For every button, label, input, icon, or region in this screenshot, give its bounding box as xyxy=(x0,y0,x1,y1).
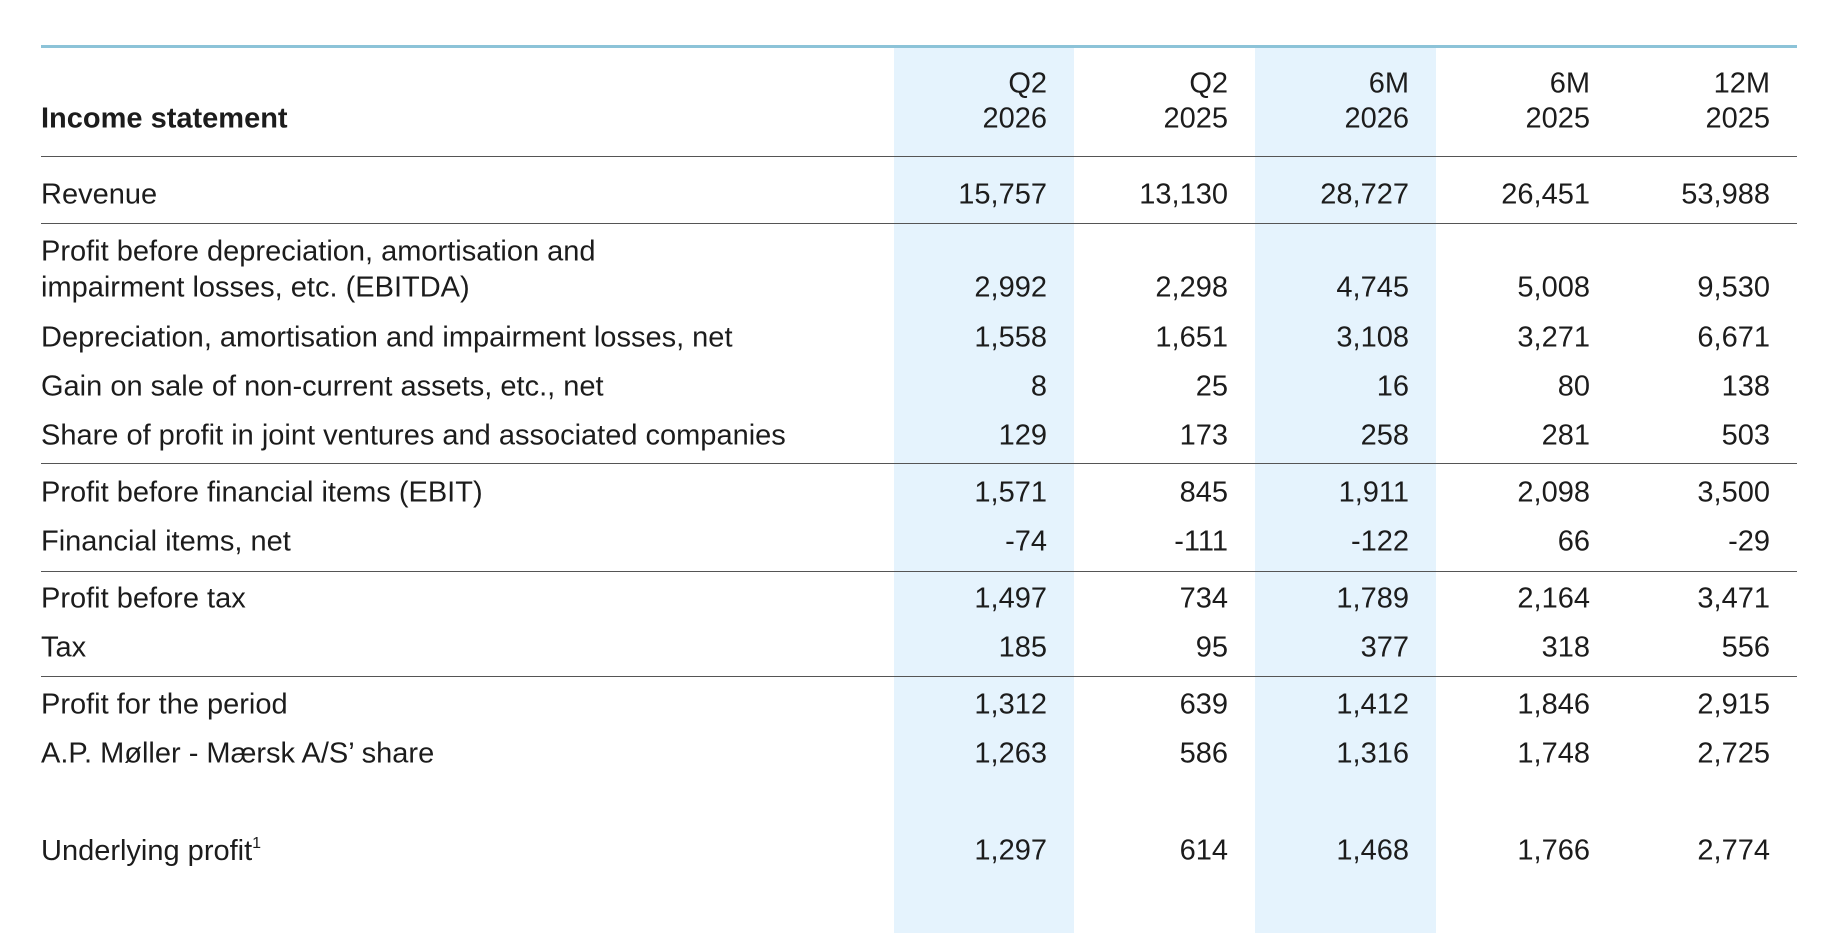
cell-value: 377 xyxy=(1360,631,1409,664)
row-label: Gain on sale of non-current assets, etc.… xyxy=(41,370,604,403)
cell-value: 138 xyxy=(1721,370,1770,403)
cell-value: 845 xyxy=(1179,476,1228,509)
cell-value: 26,451 xyxy=(1501,178,1590,211)
cell-value: -122 xyxy=(1350,525,1409,558)
cell-value: 2,915 xyxy=(1697,688,1770,721)
cell-value: 9,530 xyxy=(1697,271,1770,304)
column-header: 6M xyxy=(1549,67,1590,100)
cell-value: -29 xyxy=(1728,525,1770,558)
cell-value: 5,008 xyxy=(1517,271,1590,304)
cell-value: 53,988 xyxy=(1681,178,1770,211)
top-rule xyxy=(41,45,1797,48)
cell-value: 2,725 xyxy=(1697,737,1770,770)
column-header: 6M xyxy=(1368,67,1409,100)
cell-value: 185 xyxy=(998,631,1047,664)
cell-value: 3,471 xyxy=(1697,582,1770,615)
table-title: Income statement xyxy=(41,102,288,135)
row-rule xyxy=(41,223,1797,224)
cell-value: 1,497 xyxy=(974,582,1047,615)
row-label: Profit for the period xyxy=(41,688,288,721)
cell-value: 13,130 xyxy=(1139,178,1228,211)
cell-value: 318 xyxy=(1541,631,1590,664)
cell-value: 3,500 xyxy=(1697,476,1770,509)
cell-value: 6,671 xyxy=(1697,321,1770,354)
cell-value: 1,766 xyxy=(1517,834,1590,867)
column-header: 2025 xyxy=(1705,102,1770,135)
cell-value: 4,745 xyxy=(1336,271,1409,304)
cell-value: 1,651 xyxy=(1155,321,1228,354)
column-header: Q2 xyxy=(1189,67,1228,100)
cell-value: 80 xyxy=(1557,370,1590,403)
column-highlight xyxy=(894,47,1074,933)
cell-value: 15,757 xyxy=(958,178,1047,211)
cell-value: 3,108 xyxy=(1336,321,1409,354)
row-label: Share of profit in joint ventures and as… xyxy=(41,419,786,452)
row-label: Underlying profit1 xyxy=(41,835,262,867)
cell-value: -74 xyxy=(1005,525,1047,558)
cell-value: 16 xyxy=(1376,370,1409,403)
cell-value: 2,164 xyxy=(1517,582,1590,615)
row-rule xyxy=(41,571,1797,572)
column-header: Q2 xyxy=(1008,67,1047,100)
cell-value: 8 xyxy=(1030,370,1047,403)
column-header: 2026 xyxy=(982,102,1047,135)
row-rule xyxy=(41,463,1797,464)
cell-value: 1,412 xyxy=(1336,688,1409,721)
row-label: Profit before tax xyxy=(41,582,246,615)
column-header: 2025 xyxy=(1163,102,1228,135)
cell-value: 1,558 xyxy=(974,321,1047,354)
row-label: Revenue xyxy=(41,178,158,211)
column-highlight xyxy=(1255,47,1436,933)
cell-value: 2,098 xyxy=(1517,476,1590,509)
cell-value: 503 xyxy=(1721,419,1770,452)
cell-value: 2,298 xyxy=(1155,271,1228,304)
cell-value: 129 xyxy=(998,419,1047,452)
column-header: 2025 xyxy=(1525,102,1590,135)
cell-value: 258 xyxy=(1360,419,1409,452)
cell-value: 3,271 xyxy=(1517,321,1590,354)
cell-value: 281 xyxy=(1541,419,1590,452)
cell-value: 1,748 xyxy=(1517,737,1590,770)
row-label: A.P. Møller - Mærsk A/S’ share xyxy=(41,737,435,770)
cell-value: -111 xyxy=(1174,525,1228,558)
column-header: 2026 xyxy=(1344,102,1409,135)
cell-value: 1,911 xyxy=(1338,476,1409,509)
column-header: 12M xyxy=(1713,67,1770,100)
row-label: Financial items, net xyxy=(41,525,291,558)
row-label: Profit before depreciation, amortisation… xyxy=(41,235,596,268)
header-rule xyxy=(41,156,1797,157)
footnote-marker: 1 xyxy=(252,835,262,852)
cell-value: 1,571 xyxy=(974,476,1047,509)
row-label: Profit before financial items (EBIT) xyxy=(41,476,483,509)
cell-value: 95 xyxy=(1195,631,1228,664)
row-label: impairment losses, etc. (EBITDA) xyxy=(41,271,470,304)
row-rule xyxy=(41,676,1797,677)
cell-value: 586 xyxy=(1179,737,1228,770)
cell-value: 1,789 xyxy=(1336,582,1409,615)
cell-value: 1,846 xyxy=(1517,688,1590,721)
row-label: Tax xyxy=(41,631,87,664)
cell-value: 639 xyxy=(1179,688,1228,721)
cell-value: 25 xyxy=(1195,370,1228,403)
cell-value: 734 xyxy=(1179,582,1228,615)
cell-value: 173 xyxy=(1179,419,1228,452)
cell-value: 1,312 xyxy=(974,688,1047,721)
cell-value: 28,727 xyxy=(1320,178,1409,211)
cell-value: 556 xyxy=(1721,631,1770,664)
cell-value: 1,316 xyxy=(1336,737,1409,770)
cell-value: 1,263 xyxy=(974,737,1047,770)
cell-value: 66 xyxy=(1557,525,1590,558)
cell-value: 1,297 xyxy=(974,834,1047,867)
cell-value: 614 xyxy=(1179,834,1228,867)
cell-value: 1,468 xyxy=(1336,834,1409,867)
cell-value: 2,992 xyxy=(974,271,1047,304)
row-label: Depreciation, amortisation and impairmen… xyxy=(41,321,733,354)
cell-value: 2,774 xyxy=(1697,834,1770,867)
